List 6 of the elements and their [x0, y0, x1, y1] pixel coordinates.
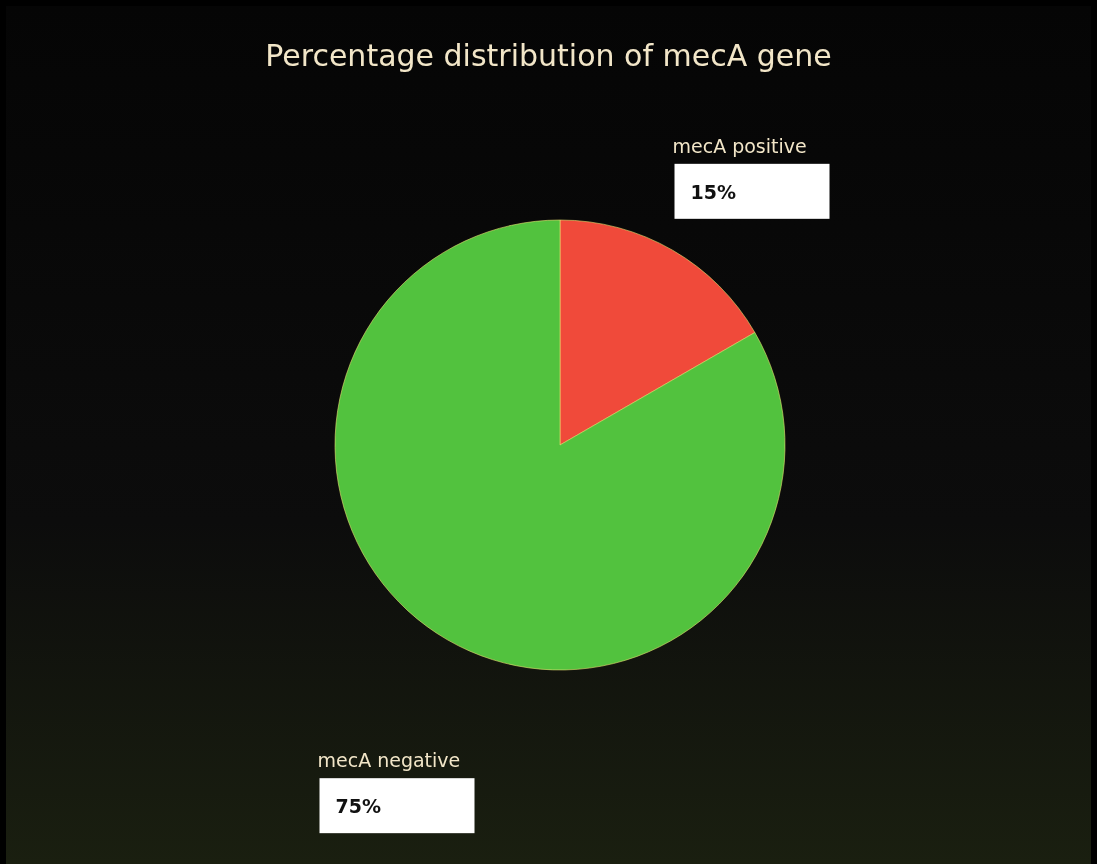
slice-label: mecA positive: [672, 134, 807, 157]
data-label: 75%: [335, 795, 381, 818]
chart-title: Percentage distribution of mecA gene: [265, 38, 832, 73]
slice-label: mecA negative: [317, 749, 461, 772]
pie-slice: [334, 219, 786, 671]
data-label: 15%: [690, 180, 736, 203]
